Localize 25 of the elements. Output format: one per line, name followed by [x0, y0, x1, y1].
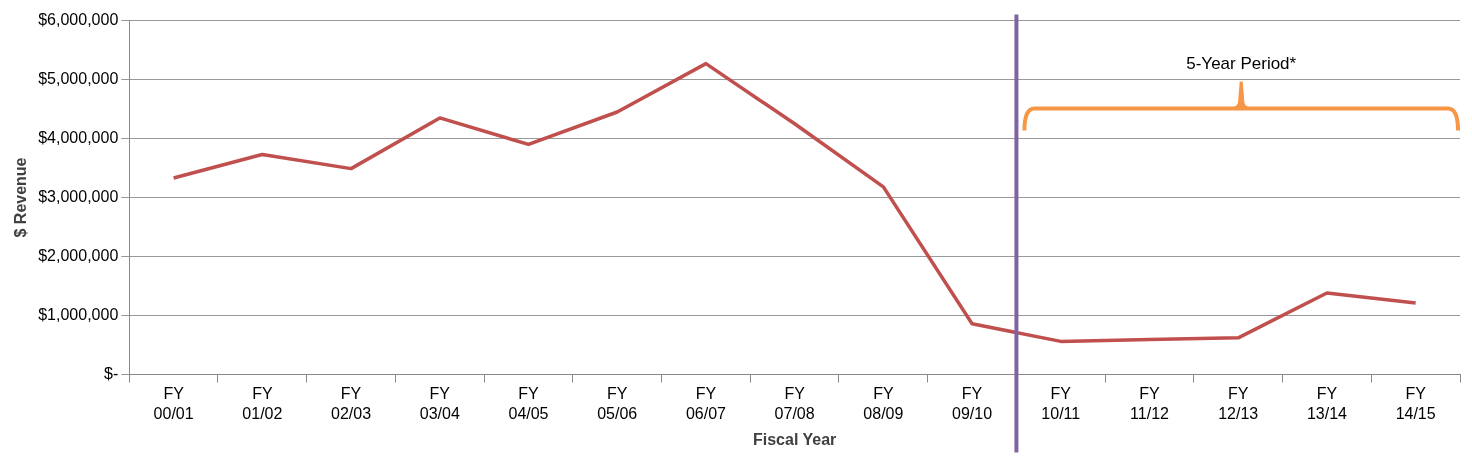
y-tick-label: $6,000,000	[38, 11, 119, 29]
y-tick-label: $3,000,000	[38, 187, 119, 205]
x-tick-label: FY 12/13	[1218, 385, 1259, 422]
x-tick-label: FY 06/07	[685, 385, 727, 422]
y-axis-title: $ Revenue	[12, 157, 30, 238]
y-tick-label: $1,000,000	[38, 305, 119, 323]
x-tick-label: FY 03/04	[419, 385, 460, 422]
y-tick-label: $5,000,000	[38, 69, 119, 87]
annotation: 5-Year Period*	[1186, 53, 1297, 73]
y-tick-label: $2,000,000	[38, 246, 119, 264]
x-tick-label: FY 00/01	[153, 385, 194, 422]
x-tick-label: FY 10/11	[1041, 385, 1081, 422]
x-tick-label: FY 02/03	[331, 385, 372, 422]
y-tick-label: $-	[104, 364, 119, 382]
x-tick-label: FY 04/05	[508, 385, 549, 422]
x-tick-label: FY 07/08	[774, 385, 815, 422]
x-axis-title: Fiscal Year	[752, 430, 837, 448]
x-tick-label: FY 05/06	[597, 385, 638, 422]
x-tick-label: FY 13/14	[1306, 385, 1348, 422]
x-tick-label: FY 11/12	[1130, 385, 1170, 422]
x-tick-label: FY 08/09	[863, 385, 904, 422]
x-tick-label: FY 09/10	[952, 385, 993, 422]
x-tick-label: FY 01/02	[242, 385, 283, 422]
y-tick-label: $4,000,000	[38, 128, 119, 146]
x-tick-label: FY 14/15	[1395, 385, 1436, 422]
